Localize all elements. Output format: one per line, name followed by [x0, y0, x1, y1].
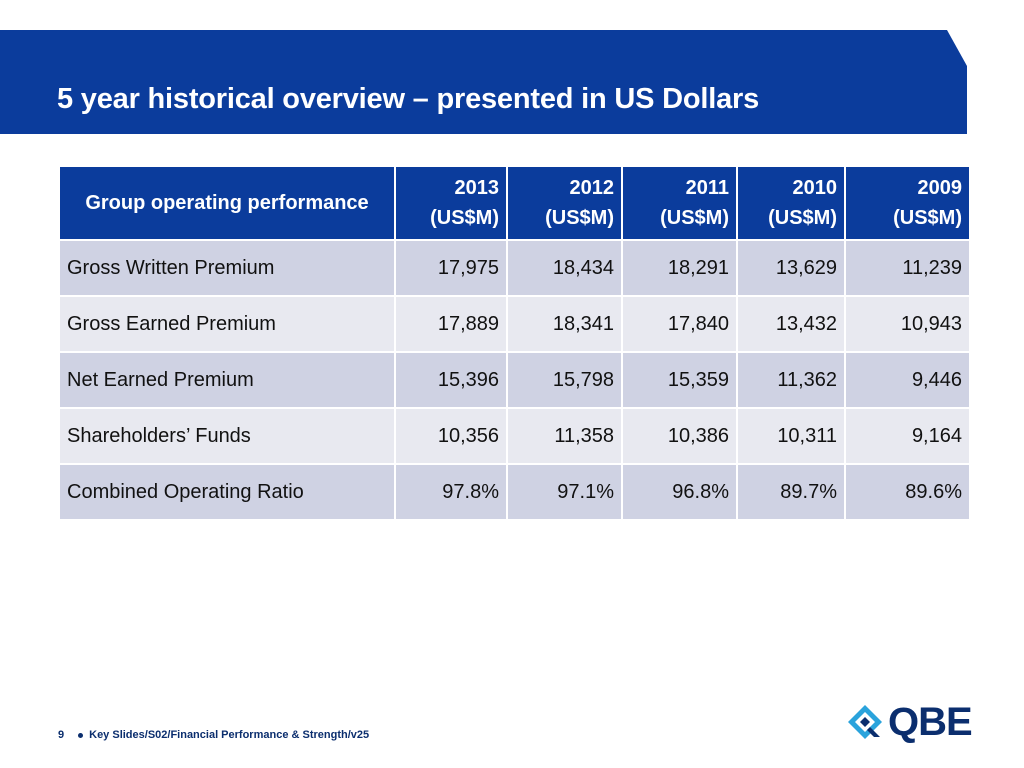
header-year: 2013: [454, 177, 500, 199]
column-header-year: 2011 (US$M): [621, 165, 738, 241]
table-row: Gross Earned Premium 17,889 18,341 17,84…: [58, 295, 971, 353]
bullet-icon: [78, 732, 84, 738]
qbe-logo: QBE: [846, 700, 973, 744]
row-label: Shareholders’ Funds: [58, 407, 396, 465]
table-cell: 89.7%: [736, 463, 846, 521]
header-year: 2010: [792, 177, 838, 199]
table-cell: 17,975: [394, 239, 508, 297]
table-row: Combined Operating Ratio 97.8% 97.1% 96.…: [58, 463, 971, 521]
column-header-year: 2012 (US$M): [506, 165, 623, 241]
header-unit: (US$M): [545, 207, 614, 229]
table-cell: 11,239: [844, 239, 971, 297]
performance-table: Group operating performance 2013 (US$M) 2…: [58, 165, 971, 521]
qbe-diamond-logo-icon: [848, 705, 882, 739]
header-year: 2011: [685, 177, 729, 199]
table-cell: 18,291: [621, 239, 738, 297]
column-header-year: 2013 (US$M): [394, 165, 508, 241]
row-label: Combined Operating Ratio: [58, 463, 396, 521]
page-number: 9: [58, 729, 65, 741]
table-row: Gross Written Premium 17,975 18,434 18,2…: [58, 239, 971, 297]
table-cell: 17,889: [394, 295, 508, 353]
row-label: Gross Earned Premium: [58, 295, 396, 353]
table-cell: 97.8%: [394, 463, 508, 521]
table-cell: 89.6%: [844, 463, 971, 521]
table-cell: 10,356: [394, 407, 508, 465]
header-unit: (US$M): [768, 207, 837, 229]
row-label: Gross Written Premium: [58, 239, 396, 297]
table-cell: 96.8%: [621, 463, 738, 521]
header-unit: (US$M): [660, 207, 729, 229]
table-cell: 18,341: [506, 295, 623, 353]
table-cell: 15,359: [621, 351, 738, 409]
table-cell: 97.1%: [506, 463, 623, 521]
table-cell: 11,358: [506, 407, 623, 465]
column-header-metric: Group operating performance: [58, 165, 396, 241]
footer-path: Key Slides/S02/Financial Performance & S…: [89, 729, 370, 741]
table-cell: 10,943: [844, 295, 971, 353]
table-cell: 13,432: [736, 295, 846, 353]
table-cell: 9,164: [844, 407, 971, 465]
table-header-row: Group operating performance 2013 (US$M) 2…: [58, 165, 971, 241]
column-header-year: 2009 (US$M): [844, 165, 971, 241]
table-cell: 17,840: [621, 295, 738, 353]
table-cell: 15,396: [394, 351, 508, 409]
table-cell: 10,311: [736, 407, 846, 465]
table-row: Net Earned Premium 15,396 15,798 15,359 …: [58, 351, 971, 409]
header-band: [0, 30, 967, 134]
header-year: 2009: [917, 177, 963, 199]
header-unit: (US$M): [893, 207, 962, 229]
table-cell: 18,434: [506, 239, 623, 297]
footer: 9 Key Slides/S02/Financial Performance &…: [58, 729, 369, 741]
header-unit: (US$M): [430, 207, 499, 229]
table-row: Shareholders’ Funds 10,356 11,358 10,386…: [58, 407, 971, 465]
table-cell: 9,446: [844, 351, 971, 409]
table-cell: 13,629: [736, 239, 846, 297]
row-label: Net Earned Premium: [58, 351, 396, 409]
table-cell: 15,798: [506, 351, 623, 409]
table-cell: 11,362: [736, 351, 846, 409]
logo-text: QBE: [888, 700, 973, 744]
slide-title: 5 year historical overview – presented i…: [57, 83, 760, 115]
column-header-year: 2010 (US$M): [736, 165, 846, 241]
table-cell: 10,386: [621, 407, 738, 465]
header-year: 2012: [569, 177, 615, 199]
